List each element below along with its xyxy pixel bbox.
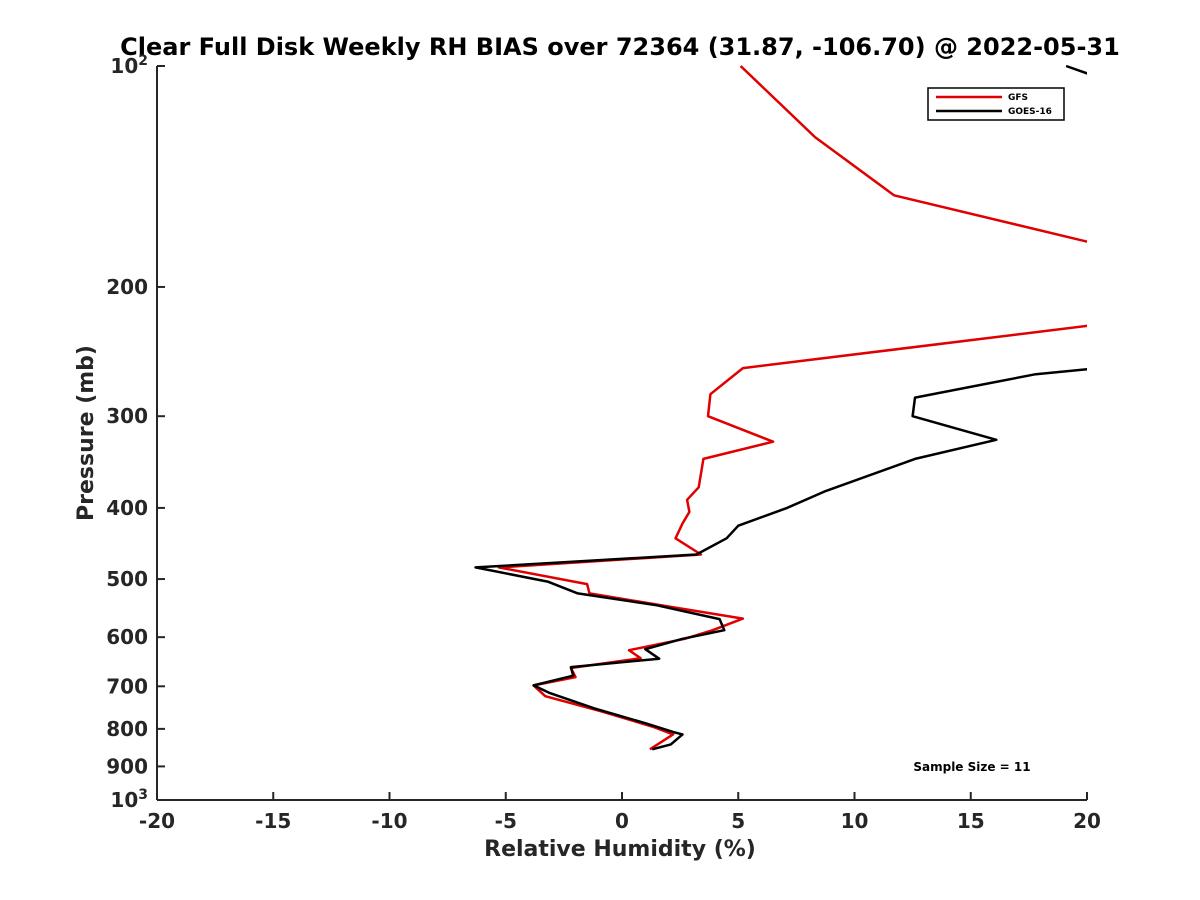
plot-area: [156, 66, 1087, 801]
y-tick-base: 10: [110, 54, 138, 78]
y-tick-label: 200: [106, 275, 148, 299]
x-tick-label: 10: [841, 809, 869, 833]
y-tick-label: 300: [106, 404, 148, 428]
legend-label-goes16: GOES-16: [1008, 107, 1052, 117]
legend: GFS GOES-16: [927, 87, 1065, 121]
x-tick-label: 20: [1073, 809, 1101, 833]
y-tick-label: 103: [110, 787, 148, 812]
x-tick-label: 15: [957, 809, 985, 833]
x-tick-label: -15: [255, 809, 291, 833]
y-tick-label: 600: [106, 625, 148, 649]
chart-title: Clear Full Disk Weekly RH BIAS over 7236…: [120, 33, 1120, 61]
x-tick-label: -10: [371, 809, 407, 833]
series-layer: [474, 64, 1087, 751]
legend-label-gfs: GFS: [1008, 93, 1028, 103]
series-line-gfs: [497, 65, 1087, 751]
x-tick-label: -5: [495, 809, 517, 833]
legend-box: [927, 87, 1065, 121]
y-tick-exponent: 2: [138, 53, 148, 69]
y-tick-label: 400: [106, 496, 148, 520]
x-tick-label: 0: [615, 809, 629, 833]
sample-size-annotation: Sample Size = 11: [913, 760, 1030, 774]
x-tick-label: 5: [731, 809, 745, 833]
y-tick-base: 10: [110, 788, 138, 812]
x-axis-label: Relative Humidity (%): [484, 837, 756, 862]
y-tick-label: 102: [110, 53, 148, 78]
x-tick-label: -20: [139, 809, 175, 833]
x-ticks: -20 -15 -10 -5 0 5 10 15 20: [139, 792, 1101, 833]
y-axis-label: Pressure (mb): [74, 345, 99, 521]
y-tick-label: 900: [106, 754, 148, 778]
y-tick-label: 800: [106, 717, 148, 741]
y-tick-label: 500: [106, 567, 148, 591]
y-tick-exponent: 3: [138, 787, 148, 803]
y-tick-label: 700: [106, 674, 148, 698]
series-line-goes16: [474, 64, 1087, 751]
